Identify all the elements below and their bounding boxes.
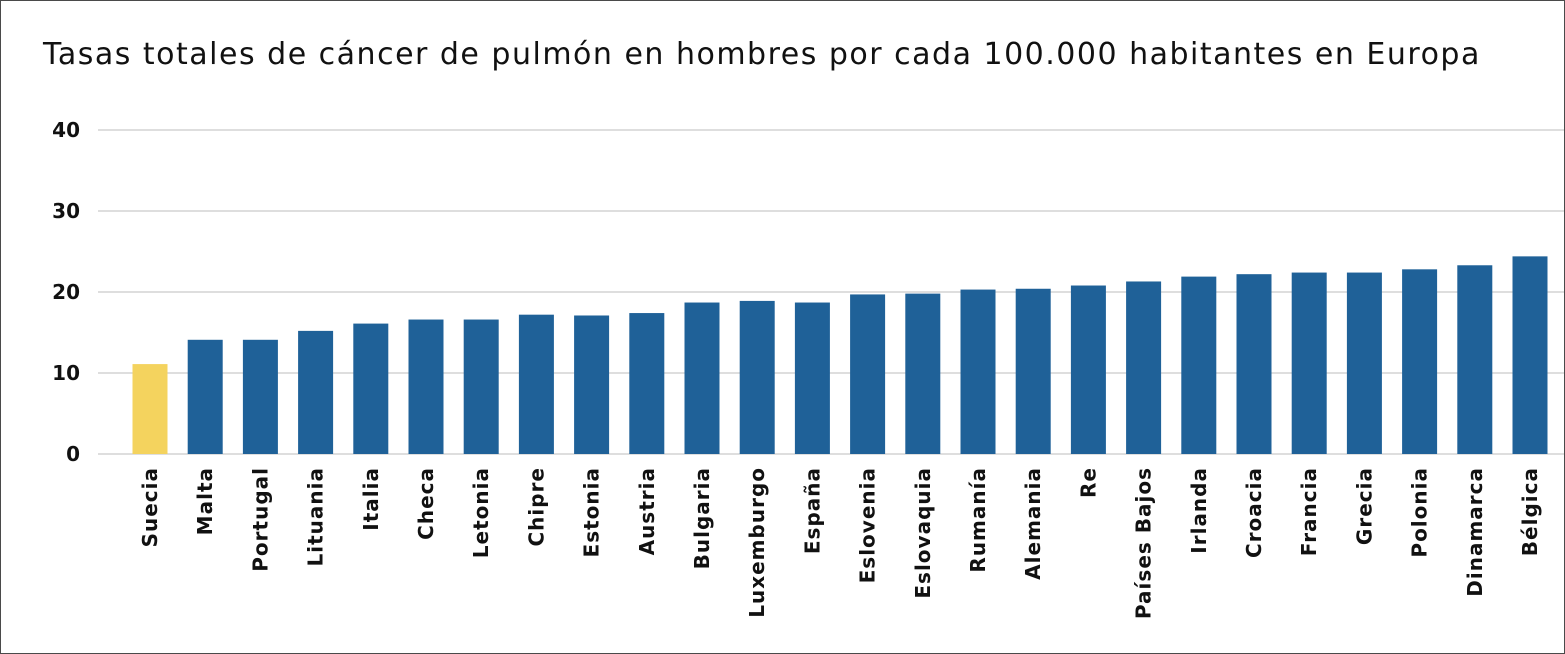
category-label: Rumanía (966, 467, 990, 573)
category-label: Eslovenia (856, 467, 880, 583)
bar (1181, 276, 1217, 454)
category-label: Estonia (580, 467, 604, 557)
bar (684, 302, 720, 454)
bar (1512, 256, 1548, 454)
bar (629, 313, 665, 454)
bar (353, 323, 389, 454)
bar (463, 319, 499, 454)
category-label: Malta (193, 467, 217, 535)
bar (1402, 269, 1438, 454)
bar (905, 293, 941, 454)
category-label: Suecia (138, 467, 162, 547)
bar (1346, 272, 1382, 454)
category-label: Grecia (1352, 467, 1376, 545)
bar (1291, 272, 1327, 454)
bar (960, 289, 996, 454)
bar (1457, 265, 1493, 454)
y-tick-label: 20 (52, 280, 80, 304)
category-label: Croacia (1242, 467, 1266, 558)
bar (298, 330, 334, 454)
bar (518, 314, 554, 454)
category-label: Checa (414, 467, 438, 540)
category-label: Polonia (1408, 467, 1432, 558)
category-label: Letonia (469, 467, 493, 558)
bar (187, 339, 223, 454)
category-label: Alemania (1021, 467, 1045, 580)
category-label: Lituania (304, 467, 328, 566)
bar (850, 294, 886, 454)
bar (132, 364, 168, 454)
bar (1236, 274, 1272, 454)
category-label: Portugal (248, 467, 272, 572)
bar (1070, 285, 1106, 454)
category-label: Italia (359, 467, 383, 531)
category-label: Bulgaria (690, 467, 714, 569)
category-label: Chipre (524, 467, 548, 547)
category-label: Países Bajos (1132, 467, 1156, 619)
chart-title: Tasas totales de cáncer de pulmón en hom… (43, 37, 1481, 72)
category-label: Francia (1297, 467, 1321, 556)
bar (574, 315, 610, 454)
category-label: Austria (635, 467, 659, 555)
bar (408, 319, 444, 454)
bar (1126, 281, 1162, 454)
bar (739, 300, 775, 454)
bar (1015, 288, 1051, 454)
category-label: Eslovaquia (911, 467, 935, 599)
y-tick-label: 40 (52, 118, 80, 142)
y-tick-label: 30 (52, 199, 80, 223)
category-label: Irlanda (1187, 467, 1211, 554)
bar (242, 339, 278, 454)
category-label: Re (1076, 467, 1100, 498)
category-label: Bélgica (1518, 467, 1542, 556)
y-tick-label: 10 (52, 361, 80, 385)
category-label: Luxemburgo (745, 467, 769, 618)
y-tick-label: 0 (66, 442, 80, 466)
category-label: Dinamarca (1463, 467, 1487, 597)
category-label: España (800, 467, 824, 554)
bar (794, 302, 830, 454)
